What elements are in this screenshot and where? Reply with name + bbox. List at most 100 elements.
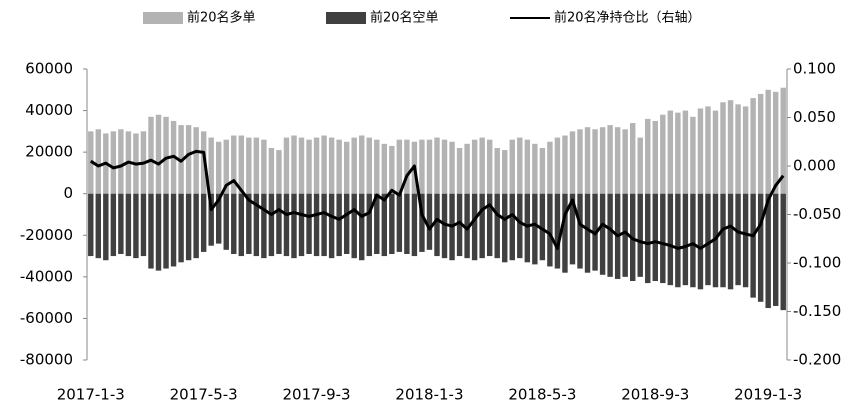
bar — [479, 193, 485, 259]
bar — [351, 193, 357, 259]
bar — [667, 193, 674, 286]
x-tick-label: 2017-1-3 — [57, 386, 125, 404]
bar — [381, 143, 388, 194]
bar — [727, 100, 734, 194]
bar — [216, 141, 222, 194]
bar — [419, 193, 425, 252]
bar — [223, 139, 229, 194]
bar — [780, 193, 786, 311]
line — [89, 149, 785, 250]
bar — [645, 118, 651, 194]
bar — [697, 108, 704, 194]
bar — [261, 193, 267, 259]
bar — [404, 139, 410, 194]
bar — [253, 193, 260, 257]
x-tick-label: 2017-9-3 — [283, 386, 351, 404]
bar — [336, 139, 342, 194]
bar — [622, 129, 628, 194]
bar — [155, 114, 162, 194]
bar — [569, 131, 576, 194]
y2-tick-label: 0.050 — [793, 108, 836, 126]
bar — [298, 137, 305, 194]
bar — [298, 193, 305, 257]
bar — [238, 193, 245, 257]
bar — [276, 150, 282, 194]
bar — [118, 129, 124, 194]
y2-tick-label: -0.050 — [793, 205, 841, 223]
bar — [253, 137, 260, 194]
bar — [577, 129, 583, 194]
bar — [750, 98, 756, 194]
bar — [95, 129, 101, 194]
bar — [208, 193, 214, 246]
bar — [313, 193, 320, 257]
bar — [554, 193, 561, 269]
bar — [562, 193, 568, 273]
bar — [178, 193, 184, 263]
bar — [359, 135, 365, 194]
bar — [773, 91, 779, 194]
bar — [351, 137, 357, 194]
bar — [328, 137, 335, 194]
bar — [441, 139, 448, 194]
bar — [735, 104, 741, 194]
bar — [675, 193, 681, 288]
bar — [306, 193, 312, 254]
bar — [562, 135, 568, 194]
bar — [750, 193, 756, 298]
bar — [712, 110, 719, 194]
y2-tick-label: 0.000 — [793, 157, 836, 175]
bar — [735, 193, 741, 286]
bar — [471, 139, 478, 194]
legend-label: 前20名多单 — [187, 10, 256, 26]
bar — [434, 193, 440, 257]
bar — [336, 193, 342, 257]
bar — [246, 193, 252, 254]
bar — [381, 193, 388, 257]
legend-label: 前20名净持仓比（右轴） — [554, 10, 701, 26]
legend-label: 前20名空单 — [370, 10, 439, 26]
bar — [584, 127, 591, 194]
y2-tick-label: -0.150 — [793, 302, 841, 320]
bar — [539, 193, 546, 261]
bar — [133, 193, 139, 259]
bar — [471, 193, 478, 261]
bar — [486, 193, 493, 257]
bar — [509, 193, 515, 261]
bar — [283, 193, 290, 257]
bar — [110, 193, 117, 257]
bar — [705, 193, 711, 286]
y-tick-label: -60000 — [20, 309, 73, 327]
y-tick-label: 20000 — [25, 143, 73, 161]
bar — [532, 193, 538, 265]
bar — [148, 116, 154, 194]
bar — [652, 120, 658, 194]
bar — [607, 125, 613, 194]
bar — [599, 193, 606, 275]
bar — [163, 193, 169, 269]
bar — [193, 193, 199, 259]
bar — [727, 193, 734, 290]
x-tick-label: 2017-5-3 — [170, 386, 238, 404]
bar — [622, 193, 628, 277]
bar — [291, 193, 297, 259]
bar — [599, 127, 606, 194]
bar — [539, 147, 546, 194]
bar — [366, 137, 372, 194]
bar — [720, 193, 726, 288]
bar — [742, 193, 749, 288]
bar — [261, 139, 267, 194]
bar — [374, 139, 380, 194]
legend-swatch — [326, 12, 366, 24]
bar — [705, 106, 711, 194]
legend-swatch — [143, 12, 183, 24]
bar — [524, 139, 531, 194]
bar — [170, 193, 177, 267]
bar — [163, 116, 169, 194]
bar — [140, 193, 147, 257]
bar — [216, 193, 222, 244]
bar — [343, 193, 350, 254]
bar — [313, 137, 320, 194]
bar — [276, 193, 282, 254]
bar — [765, 89, 771, 194]
